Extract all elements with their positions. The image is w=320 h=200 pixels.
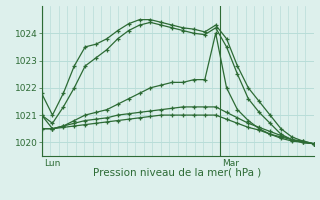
- Text: Mar: Mar: [222, 159, 239, 168]
- X-axis label: Pression niveau de la mer( hPa ): Pression niveau de la mer( hPa ): [93, 167, 262, 177]
- Text: Lun: Lun: [44, 159, 60, 168]
